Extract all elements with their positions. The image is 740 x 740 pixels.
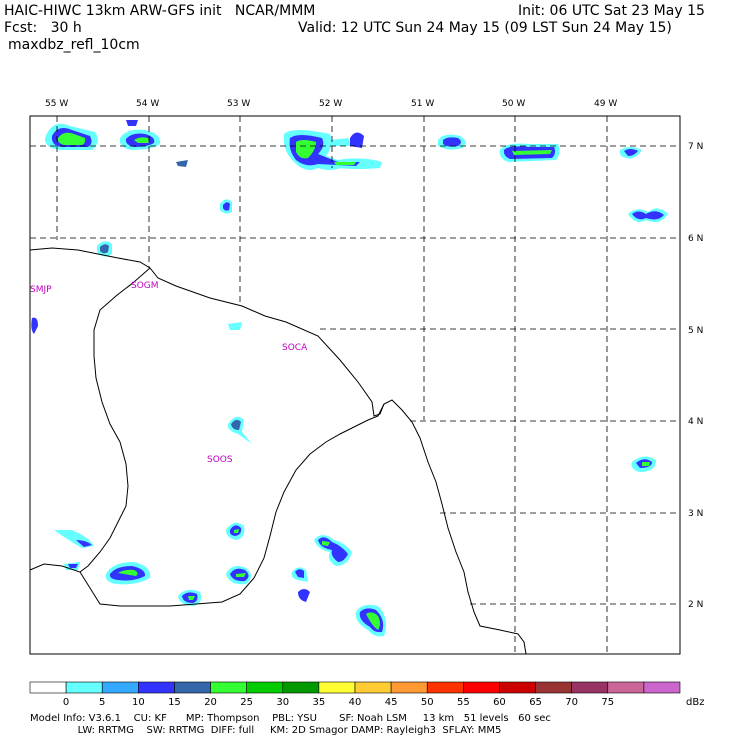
colorbar-unit: dBz	[686, 697, 704, 708]
colorbar-swatch	[282, 681, 320, 694]
echo-cell	[228, 322, 242, 330]
colorbar-swatch	[426, 681, 464, 694]
colorbar-swatch	[65, 681, 103, 694]
colorbar-tick-label: 0	[63, 697, 69, 708]
echo-cell	[126, 120, 138, 126]
colorbar-swatch	[246, 681, 284, 694]
lon-label: 55 W	[45, 99, 68, 109]
colorbar-swatch	[101, 681, 139, 694]
header-valid: Valid: 12 UTC Sun 24 May 15 (09 LST Sun …	[298, 20, 672, 36]
colorbar-swatch	[463, 681, 500, 694]
colorbar-tick-label: 70	[565, 697, 578, 708]
echo-cell	[298, 589, 310, 602]
colorbar: 0 5 10 15 20 25 30 35 40 45 50 55 60 65 70 75	[29, 681, 681, 708]
lon-label: 50 W	[502, 99, 525, 109]
colorbar-tick-label: 10	[132, 697, 145, 708]
station-label: SOOS	[207, 455, 233, 465]
colorbar-swatch	[29, 681, 67, 694]
colorbar-tick-label: 55	[457, 697, 470, 708]
header-forecast: Fcst: 30 h	[4, 20, 82, 36]
lat-label: 2 N	[688, 600, 703, 610]
colorbar-tick-label: 15	[168, 697, 181, 708]
lat-label: 4 N	[688, 417, 703, 427]
colorbar-swatch	[174, 681, 211, 694]
colorbar-tick-label: 45	[385, 697, 398, 708]
colorbar-tick-label: 5	[99, 697, 105, 708]
colorbar-tick-label: 50	[421, 697, 434, 708]
colorbar-tick-label: 30	[276, 697, 289, 708]
header-title: HAIC-HIWC 13km ARW-GFS init NCAR/MMM	[4, 3, 316, 19]
lon-label: 49 W	[594, 99, 617, 109]
colorbar-swatch	[643, 681, 681, 694]
colorbar-swatch	[390, 681, 428, 694]
colorbar-swatch	[499, 681, 536, 694]
lat-label: 6 N	[688, 234, 703, 244]
colorbar-tick-label: 75	[601, 697, 614, 708]
reflectivity-cells	[31, 120, 668, 637]
colorbar-tick-label: 35	[313, 697, 326, 708]
lat-label: 3 N	[688, 509, 703, 519]
lon-label: 54 W	[136, 99, 159, 109]
lon-label: 51 W	[411, 99, 434, 109]
echo-cell	[176, 160, 188, 167]
lat-label: 5 N	[688, 326, 703, 336]
colorbar-tick-label: 65	[529, 697, 542, 708]
lat-label: 7 N	[688, 142, 703, 152]
station-label: SOGM	[131, 281, 159, 291]
station-label: SOCA	[282, 343, 308, 353]
colorbar-swatch	[318, 681, 356, 694]
colorbar-tick-label: 25	[240, 697, 253, 708]
lat-lon-grid	[30, 116, 680, 654]
footer-physics: LW: RRTMG SW: RRTMG DIFF: full KM: 2D Sm…	[30, 725, 502, 736]
colorbar-swatch	[210, 681, 247, 694]
header-init: Init: 06 UTC Sat 23 May 15	[518, 3, 705, 19]
colorbar-swatch	[354, 681, 392, 694]
colorbar-swatch	[535, 681, 572, 694]
lon-label: 53 W	[227, 99, 250, 109]
echo-cell	[350, 132, 364, 148]
colorbar-swatch	[607, 681, 645, 694]
footer-model-info: Model Info: V3.6.1 CU: KF MP: Thompson P…	[30, 713, 551, 724]
echo-cell	[330, 138, 352, 146]
coastlines	[29, 247, 527, 655]
colorbar-swatch	[571, 681, 609, 694]
lon-label: 52 W	[319, 99, 342, 109]
echo-cell	[31, 317, 38, 334]
colorbar-swatch	[138, 681, 175, 694]
header-field: maxdbz_refl_10cm	[8, 37, 140, 53]
colorbar-tick-label: 20	[204, 697, 217, 708]
colorbar-tick-label: 40	[349, 697, 362, 708]
colorbar-tick-label: 60	[493, 697, 506, 708]
station-label: SMJP	[30, 285, 52, 295]
